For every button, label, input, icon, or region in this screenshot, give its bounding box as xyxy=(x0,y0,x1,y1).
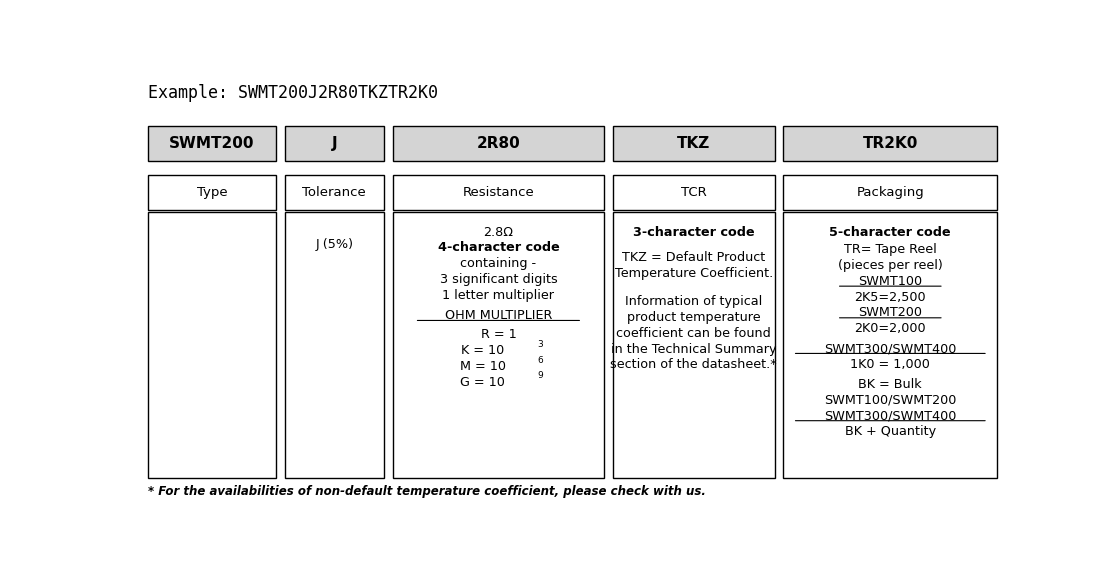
Text: 9: 9 xyxy=(537,371,543,380)
Text: R = 1: R = 1 xyxy=(481,328,516,341)
Text: Tolerance: Tolerance xyxy=(302,186,366,199)
Text: 2K5=2,500: 2K5=2,500 xyxy=(854,291,927,304)
Text: product temperature: product temperature xyxy=(627,311,760,324)
Bar xyxy=(783,175,998,210)
Text: SWMT200: SWMT200 xyxy=(169,136,254,151)
Text: SWMT300/SWMT400: SWMT300/SWMT400 xyxy=(824,342,957,355)
Text: 1 letter multiplier: 1 letter multiplier xyxy=(443,289,554,302)
Text: BK = Bulk: BK = Bulk xyxy=(859,377,922,391)
Bar xyxy=(148,212,275,478)
Bar xyxy=(284,175,384,210)
Text: OHM MULTIPLIER: OHM MULTIPLIER xyxy=(445,309,552,322)
Text: coefficient can be found: coefficient can be found xyxy=(617,327,772,340)
Text: SWMT100: SWMT100 xyxy=(859,275,922,288)
Bar xyxy=(613,126,775,161)
Text: TR= Tape Reel: TR= Tape Reel xyxy=(844,243,937,256)
Bar xyxy=(392,175,604,210)
Text: Information of typical: Information of typical xyxy=(626,295,763,308)
Text: 3-character code: 3-character code xyxy=(633,226,755,239)
Text: SWMT100/SWMT200: SWMT100/SWMT200 xyxy=(824,393,957,407)
Text: 5-character code: 5-character code xyxy=(830,226,951,239)
Text: G = 10: G = 10 xyxy=(460,376,505,389)
Bar xyxy=(783,126,998,161)
Text: K = 10: K = 10 xyxy=(462,344,504,357)
Bar xyxy=(392,126,604,161)
Text: 1K0 = 1,000: 1K0 = 1,000 xyxy=(851,358,930,371)
Bar xyxy=(783,212,998,478)
Text: Resistance: Resistance xyxy=(463,186,534,199)
Text: 2R80: 2R80 xyxy=(476,136,521,151)
Text: J: J xyxy=(331,136,337,151)
Text: in the Technical Summary: in the Technical Summary xyxy=(611,343,776,356)
Text: TKZ = Default Product: TKZ = Default Product xyxy=(622,251,765,264)
Text: 4-character code: 4-character code xyxy=(437,242,560,255)
Bar xyxy=(148,175,275,210)
Text: 2K0=2,000: 2K0=2,000 xyxy=(854,322,927,335)
Bar xyxy=(613,175,775,210)
Text: 3: 3 xyxy=(537,340,543,349)
Text: Packaging: Packaging xyxy=(856,186,924,199)
Text: M = 10: M = 10 xyxy=(459,360,506,373)
Text: containing -: containing - xyxy=(460,257,536,270)
Text: BK + Quantity: BK + Quantity xyxy=(845,425,935,438)
Text: 3 significant digits: 3 significant digits xyxy=(439,273,558,286)
Text: 6: 6 xyxy=(537,356,543,364)
Text: Type: Type xyxy=(196,186,227,199)
Text: SWMT300/SWMT400: SWMT300/SWMT400 xyxy=(824,409,957,423)
Text: Example: SWMT200J2R80TKZTR2K0: Example: SWMT200J2R80TKZTR2K0 xyxy=(148,84,438,102)
Bar xyxy=(613,212,775,478)
Bar xyxy=(284,126,384,161)
Bar xyxy=(392,212,604,478)
Text: J (5%): J (5%) xyxy=(316,238,353,251)
Text: SWMT200: SWMT200 xyxy=(859,307,922,320)
Text: 2.8Ω: 2.8Ω xyxy=(484,226,513,239)
Text: Temperature Coefficient.: Temperature Coefficient. xyxy=(614,267,773,280)
Text: section of the datasheet.*: section of the datasheet.* xyxy=(610,359,777,371)
Text: TR2K0: TR2K0 xyxy=(863,136,918,151)
Text: TCR: TCR xyxy=(681,186,707,199)
Bar xyxy=(284,212,384,478)
Text: * For the availabilities of non-default temperature coefficient, please check wi: * For the availabilities of non-default … xyxy=(148,485,706,498)
Text: (pieces per reel): (pieces per reel) xyxy=(838,259,942,272)
Text: TKZ: TKZ xyxy=(677,136,710,151)
Bar xyxy=(148,126,275,161)
